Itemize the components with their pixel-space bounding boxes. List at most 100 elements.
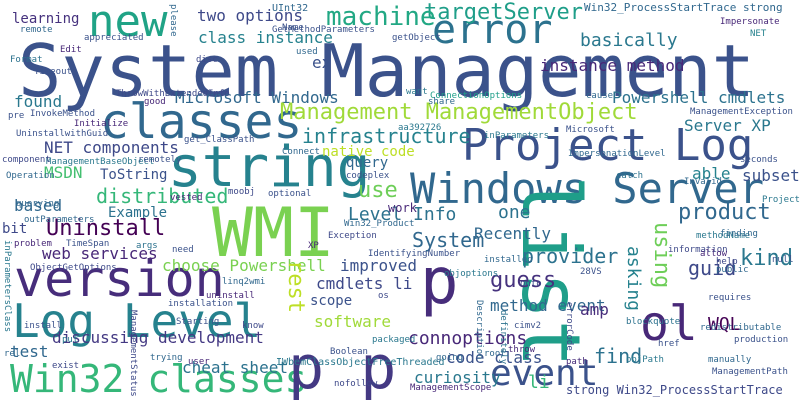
word: blockquote [626, 317, 681, 327]
word: Level Info [348, 204, 457, 225]
word: targetServer [424, 0, 583, 25]
word: list [504, 175, 597, 368]
word: null [772, 255, 794, 265]
word: optional [268, 189, 312, 199]
word: appreciated [84, 33, 144, 43]
word: classes [100, 94, 303, 150]
word: Project [762, 195, 800, 205]
word: Timeout [34, 67, 72, 77]
word: nofollow [334, 379, 378, 389]
word: p [420, 245, 459, 319]
word: software [314, 312, 392, 331]
word: cause [586, 91, 614, 101]
word: curiosity [414, 368, 501, 387]
word: onto [520, 279, 542, 289]
word: definitely [498, 310, 508, 365]
word: ManagementScope [410, 383, 492, 393]
word: requires [708, 293, 752, 303]
word: bit [2, 221, 28, 237]
word: throw [508, 345, 536, 355]
word: Log Level [12, 294, 262, 348]
word: catch [616, 171, 644, 181]
word: Example [108, 205, 168, 221]
word: Microsoft [566, 125, 615, 135]
word: uninstall [206, 291, 255, 301]
word: improved [340, 256, 418, 275]
word: rel [4, 349, 21, 359]
word: inParametersClass [2, 240, 12, 333]
word: subset [742, 166, 800, 185]
word: IdentifyingNumber [368, 249, 461, 259]
word: Windows Server [410, 164, 765, 213]
word: remote [20, 25, 53, 35]
word: Server XP [684, 116, 771, 135]
word: installation [168, 299, 234, 309]
word: ManagementException [690, 107, 793, 117]
word: InvokeMethod [30, 109, 96, 119]
word: Boolean [330, 347, 368, 357]
word: Name [282, 23, 304, 33]
word: guess [490, 268, 557, 293]
word: discussing development [52, 328, 264, 347]
word: Win32_Product [344, 219, 415, 229]
word: help [716, 257, 738, 267]
word: cimv2 [514, 321, 542, 331]
word: Recently [474, 224, 552, 243]
word: Win32 classes [10, 357, 308, 400]
word: problem [14, 239, 52, 249]
word: put [62, 335, 79, 345]
word: trying [150, 353, 183, 363]
word: disc [196, 55, 218, 65]
word: ol [640, 296, 698, 352]
word: path [566, 357, 588, 367]
word: error [432, 7, 553, 53]
word: need [172, 245, 194, 255]
word: href [658, 339, 680, 349]
word: objPath [626, 355, 664, 365]
word: production [734, 335, 789, 345]
word: GetMethodParameters [272, 25, 375, 35]
word: 28VS [580, 267, 602, 277]
word: information [668, 245, 728, 255]
word: machine [326, 2, 436, 32]
word: remotely [138, 155, 182, 165]
word: using [649, 222, 674, 289]
word: Impersonate [720, 17, 780, 27]
word: one [498, 202, 531, 223]
word: ManagementStatus [128, 310, 138, 397]
word: li [528, 372, 550, 393]
word: query [346, 155, 389, 171]
word: seconds [740, 155, 778, 165]
word: rest [283, 260, 308, 313]
word: Format [10, 55, 43, 65]
word: finding [720, 229, 758, 239]
word: root [484, 349, 506, 359]
word: Microsoft Windows [175, 88, 339, 107]
word: Starting [176, 317, 220, 327]
word: objoptions [444, 269, 499, 279]
word: pre [8, 111, 25, 121]
word: code class [446, 348, 543, 367]
word: manually [708, 355, 752, 365]
word: please [168, 4, 178, 37]
word: install [24, 321, 62, 331]
word: Exception [328, 231, 377, 241]
word: based [14, 196, 63, 215]
word: ConnectionOptions [430, 91, 523, 101]
word: cheat sheet [182, 358, 288, 377]
word: ToString [100, 167, 168, 183]
word: inParameters [484, 131, 550, 141]
word: moobj [228, 187, 256, 197]
word: linq2wmi [222, 277, 266, 287]
word: event [490, 353, 599, 394]
word: Powershell cmdlets [612, 88, 786, 107]
word: used [296, 47, 318, 57]
word: TimeSpan [66, 239, 110, 249]
word: exist [52, 361, 80, 371]
word: UInt32 [272, 3, 309, 14]
word: Connect [282, 147, 320, 157]
word: learning [12, 11, 80, 27]
word: distributed [96, 184, 229, 208]
word: Edit [60, 45, 82, 55]
